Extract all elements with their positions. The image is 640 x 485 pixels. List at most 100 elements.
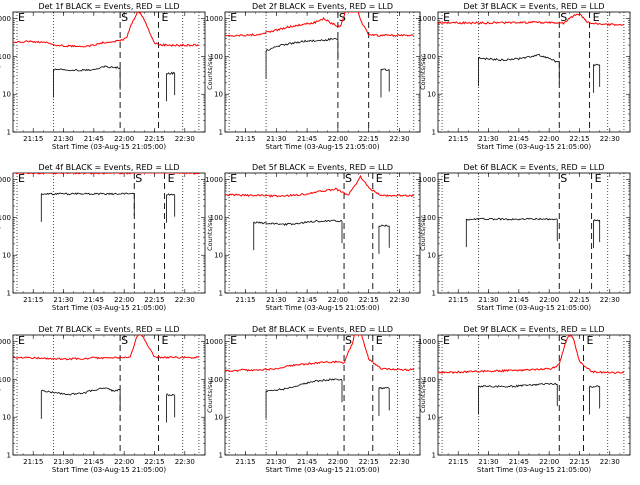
y-tick-label: 1000: [0, 15, 11, 23]
y-tick-label: 100: [210, 214, 223, 222]
marker-label-start: E: [18, 172, 25, 185]
x-tick-label: 21:45: [297, 135, 317, 143]
y-tick-label: 1: [7, 290, 11, 298]
y-tick-label: 100: [0, 376, 11, 384]
plot-frame: [437, 334, 631, 456]
x-tick-label: 22:30: [600, 135, 620, 143]
y-tick-label: 10: [214, 414, 223, 422]
x-axis-label: Start Time (03-Aug-15 21:05:00): [265, 466, 379, 474]
x-tick-label: 22:00: [539, 458, 559, 466]
y-tick-label: 1000: [418, 15, 436, 23]
plot-frame: [12, 11, 206, 133]
series-line-events: [478, 382, 558, 388]
x-tick-label: 22:00: [328, 458, 348, 466]
series-line-lld: [225, 12, 414, 38]
series-line-events: [253, 219, 343, 227]
x-tick-label: 22:15: [359, 135, 379, 143]
y-axis-label: Counts/sec: [0, 377, 2, 413]
x-tick-label: 21:30: [266, 458, 286, 466]
y-tick-label: 100: [210, 376, 223, 384]
y-tick-label: 100: [0, 53, 11, 61]
marker-label-start: E: [18, 334, 25, 347]
plot-frame: [12, 334, 206, 456]
series-line-events: [466, 217, 558, 221]
x-tick-label: 22:00: [114, 135, 134, 143]
x-tick-label: 22:30: [175, 135, 195, 143]
x-tick-label: 21:30: [266, 296, 286, 304]
marker-label-start: E: [443, 334, 450, 347]
y-axis-label: Counts/sec: [419, 215, 427, 251]
y-tick-label: 10: [2, 91, 11, 99]
x-tick-label: 21:30: [478, 458, 498, 466]
x-tick-label: 21:15: [448, 135, 468, 143]
x-tick-label: 22:30: [175, 458, 195, 466]
series-group: [225, 12, 414, 98]
series-group: [13, 12, 200, 102]
x-tick-label: 22:00: [539, 296, 559, 304]
y-axis-label: Counts/sec: [419, 54, 427, 90]
series-line-events: [265, 37, 339, 52]
x-tick-label: 21:45: [297, 296, 317, 304]
chart-panel-1: Det 1f BLACK = Events, RED = LLD 1 10 100 10…: [0, 2, 206, 151]
y-tick-label: 10: [214, 91, 223, 99]
series-group: [438, 13, 624, 93]
y-tick-label: 1000: [205, 338, 223, 346]
series-group: [13, 173, 200, 223]
x-tick-label: 22:30: [175, 296, 195, 304]
plot-frame: [224, 172, 421, 294]
series-line-events: [265, 378, 343, 393]
x-axis-label: Start Time (03-Aug-15 21:05:00): [52, 304, 166, 312]
series-line-lld: [225, 335, 415, 372]
y-tick-label: 100: [210, 53, 223, 61]
marker-label-end: E: [162, 11, 169, 24]
y-axis-label: Counts/sec: [419, 377, 427, 413]
chart-title: Det 7f BLACK = Events, RED = LLD: [38, 325, 179, 334]
x-tick-label: 21:45: [297, 458, 317, 466]
marker-label-s: S: [339, 11, 346, 24]
x-tick-label: 21:15: [23, 135, 43, 143]
chart-panel-4: Det 4f BLACK = Events, RED = LLD 1 10 100 10…: [0, 163, 206, 312]
x-tick-label: 21:30: [478, 135, 498, 143]
x-tick-label: 21:15: [235, 458, 255, 466]
x-tick-label: 21:30: [53, 135, 73, 143]
y-axis-label: Counts/sec: [206, 377, 214, 413]
x-axis-label: Start Time (03-Aug-15 21:05:00): [52, 466, 166, 474]
y-tick-label: 10: [2, 252, 11, 260]
series-group: [465, 217, 601, 249]
series-line-events: [41, 192, 135, 196]
y-tick-label: 1000: [418, 176, 436, 184]
marker-label-s: S: [345, 172, 352, 185]
y-tick-label: 100: [423, 376, 436, 384]
y-tick-label: 1000: [205, 176, 223, 184]
marker-label-start: E: [230, 11, 237, 24]
chart-panel-9: Det 9f BLACK = Events, RED = LLD 1 10 100 10…: [418, 325, 631, 474]
plot-frame: [12, 172, 206, 294]
x-tick-label: 22:15: [359, 458, 379, 466]
series-line-events: [166, 193, 175, 196]
x-tick-label: 22:15: [144, 296, 164, 304]
y-tick-label: 10: [427, 414, 436, 422]
chart-title: Det 3f BLACK = Events, RED = LLD: [463, 2, 604, 11]
chart-title: Det 4f BLACK = Events, RED = LLD: [38, 163, 179, 172]
marker-label-start: E: [18, 11, 25, 24]
chart-panel-7: Det 7f BLACK = Events, RED = LLD 1 10 100 10…: [0, 325, 206, 474]
marker-label-end: E: [162, 334, 169, 347]
series-line-events: [589, 385, 600, 388]
x-tick-label: 21:45: [509, 296, 529, 304]
x-tick-label: 22:15: [569, 458, 589, 466]
series-line-events: [380, 68, 390, 71]
x-tick-label: 21:45: [84, 135, 104, 143]
series-line-lld: [13, 335, 200, 361]
x-tick-label: 22:30: [389, 458, 409, 466]
series-line-lld: [13, 173, 200, 175]
x-tick-label: 21:30: [53, 296, 73, 304]
x-axis-label: Start Time (03-Aug-15 21:05:00): [52, 143, 166, 151]
marker-label-end: E: [372, 11, 379, 24]
series-line-lld: [438, 335, 625, 375]
x-axis-label: Start Time (03-Aug-15 21:05:00): [265, 304, 379, 312]
y-tick-label: 1: [432, 290, 436, 298]
x-tick-label: 22:30: [389, 135, 409, 143]
x-axis-label: Start Time (03-Aug-15 21:05:00): [477, 304, 591, 312]
y-axis-label: Counts/sec: [206, 215, 214, 251]
y-tick-label: 1000: [0, 338, 11, 346]
